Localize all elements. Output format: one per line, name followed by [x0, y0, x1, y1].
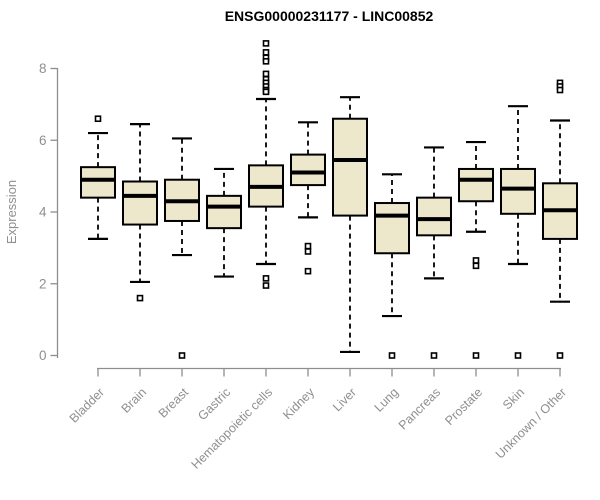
y-tick-label: 0	[39, 348, 47, 363]
boxplot-pancreas	[416, 146, 452, 359]
outlier-point	[304, 242, 312, 250]
boxplot-gastric	[206, 167, 242, 278]
outlier-point	[556, 86, 564, 94]
iqr-box	[290, 153, 326, 187]
boxplot-brain	[122, 123, 158, 302]
x-tick-label-bladder: Bladder	[67, 385, 107, 425]
outlier-point	[262, 275, 270, 282]
x-tick-label-liver: Liver	[330, 385, 359, 414]
outlier-point	[94, 115, 102, 123]
x-tick-label-lung: Lung	[372, 385, 402, 415]
outlier-point	[262, 58, 270, 65]
boxplot-hematopoietic-cells	[248, 40, 284, 289]
iqr-box	[374, 202, 410, 255]
iqr-box	[122, 180, 158, 226]
x-tick-label-unknown-other: Unknown / Other	[493, 385, 569, 461]
boxplot-unknown-other	[542, 79, 578, 359]
x-tick-label-gastric: Gastric	[195, 385, 233, 423]
iqr-box	[500, 167, 536, 215]
outlier-point	[472, 262, 480, 270]
x-tick-label-kidney: Kidney	[280, 385, 317, 422]
outlier-point	[472, 352, 480, 359]
outlier-point	[556, 352, 564, 359]
boxplot-skin	[500, 105, 536, 359]
y-axis-label: Expression	[4, 180, 19, 244]
y-tick-label: 2	[39, 276, 47, 291]
boxplot-lung	[374, 173, 410, 359]
plot-content: 0 2 4 6 8 Bladder Brain Breast GastricHematopoie…	[39, 40, 578, 472]
outlier-point	[262, 88, 270, 96]
outlier-point	[472, 257, 480, 264]
iqr-box	[80, 166, 116, 199]
y-tick-label: 8	[39, 61, 47, 76]
boxplot-bladder	[80, 115, 116, 241]
outlier-point	[262, 49, 270, 56]
outlier-point	[262, 40, 270, 47]
iqr-box	[332, 117, 368, 217]
outlier-point	[304, 267, 312, 275]
x-tick-label-skin: Skin	[500, 385, 527, 412]
boxplot-breast	[164, 137, 200, 359]
outlier-point	[178, 352, 186, 359]
boxplot-kidney	[290, 121, 326, 275]
iqr-box	[458, 167, 494, 203]
x-tick-label-pancreas: Pancreas	[396, 385, 443, 432]
iqr-box	[416, 196, 452, 237]
boxplot-liver	[332, 96, 368, 354]
outlier-point	[262, 70, 270, 78]
outlier-point	[430, 352, 438, 359]
x-tick-label-breast: Breast	[156, 385, 192, 421]
boxplot-prostate	[458, 140, 494, 359]
outlier-point	[388, 352, 396, 359]
iqr-box	[206, 194, 242, 230]
outlier-point	[136, 294, 144, 302]
x-tick-label-hematopoietic-cells: Hematopoietic cells	[189, 385, 276, 472]
y-tick-label: 4	[39, 205, 47, 220]
y-tick-label: 6	[39, 133, 47, 148]
outlier-point	[262, 282, 270, 289]
outlier-point	[304, 248, 312, 255]
chart-title: ENSG00000231177 - LINC00852	[225, 8, 434, 24]
x-tick-label-brain: Brain	[119, 385, 150, 416]
x-tick-label-prostate: Prostate	[442, 385, 485, 428]
outlier-point	[514, 352, 522, 359]
